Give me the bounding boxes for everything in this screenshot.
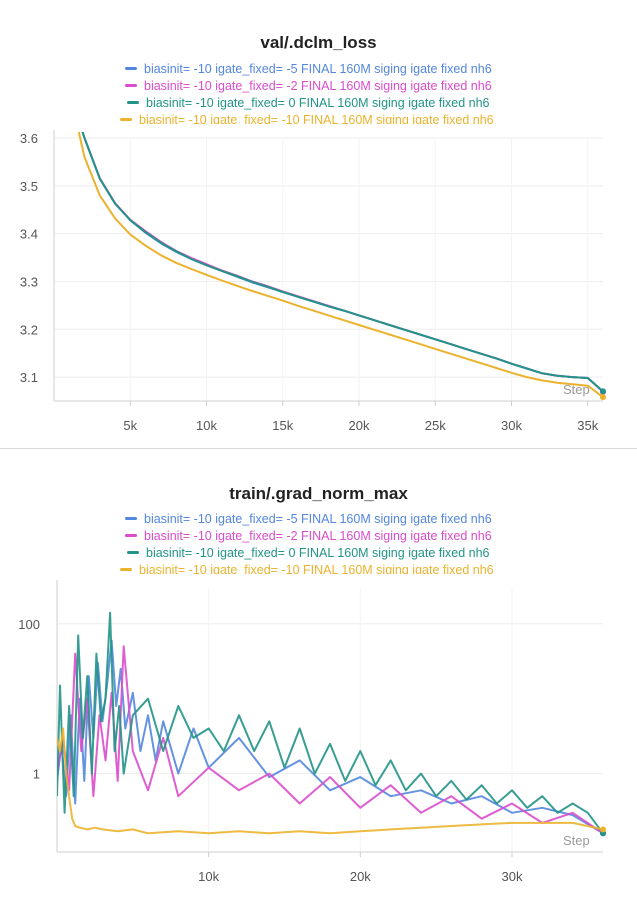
legend-entry[interactable]: biasinit= -10 igate_fixed= -2 FINAL 160M… bbox=[125, 529, 492, 545]
y-tick-label: 3.2 bbox=[20, 322, 38, 337]
x-tick-label: 10k bbox=[198, 869, 219, 884]
series-end-point bbox=[600, 826, 606, 833]
y-tick-label: 100 bbox=[18, 617, 40, 632]
legend-swatch bbox=[120, 568, 132, 572]
series-line bbox=[57, 639, 604, 835]
legend-swatch bbox=[127, 101, 139, 105]
chart-panel-val-loss: val/.dclm_loss biasinit= -10 igate_fixed… bbox=[0, 0, 637, 448]
y-tick-label: 3.1 bbox=[20, 370, 38, 385]
x-tick-label: 5k bbox=[123, 418, 137, 433]
legend-label: biasinit= -10 igate_fixed= -5 FINAL 160M… bbox=[144, 62, 492, 76]
legend-entry[interactable]: biasinit= -10 igate_fixed= -5 FINAL 160M… bbox=[125, 62, 492, 78]
legend-swatch bbox=[127, 551, 139, 555]
series-line bbox=[77, 132, 604, 398]
x-tick-label: 30k bbox=[501, 418, 522, 433]
x-tick-label: 30k bbox=[502, 869, 523, 884]
legend-entry[interactable]: biasinit= -10 igate_fixed= -10 FINAL 160… bbox=[120, 563, 494, 574]
y-tick-label: 3.3 bbox=[20, 274, 38, 289]
series-group bbox=[77, 132, 604, 398]
legend-swatch bbox=[120, 118, 132, 122]
line-plot-val-loss[interactable]: 3.1 3.2 3.3 3.4 3.5 3.6 5k 10k 15k 20k 25k 30k 35k St… bbox=[0, 0, 637, 448]
series-line bbox=[57, 727, 604, 835]
legend-label: biasinit= -10 igate_fixed= 0 FINAL 160M … bbox=[146, 546, 490, 560]
line-plot-grad-norm[interactable]: 1 100 10k 20k 30k Step bbox=[0, 449, 637, 899]
legend-entry[interactable]: biasinit= -10 igate_fixed= -5 FINAL 160M… bbox=[125, 512, 492, 528]
chart-title: train/.grad_norm_max bbox=[229, 484, 408, 503]
legend-label: biasinit= -10 igate_fixed= -2 FINAL 160M… bbox=[144, 529, 492, 543]
series-line bbox=[81, 132, 604, 393]
series-end-point bbox=[600, 388, 606, 395]
chart-title: val/.dclm_loss bbox=[260, 33, 377, 52]
y-tick-label: 1 bbox=[33, 767, 40, 782]
legend-swatch bbox=[125, 84, 137, 88]
x-tick-label: 20k bbox=[349, 418, 370, 433]
x-tick-label: 25k bbox=[425, 418, 446, 433]
x-tick-label: 15k bbox=[272, 418, 293, 433]
chart-panel-grad-norm: train/.grad_norm_max biasinit= -10 igate… bbox=[0, 449, 637, 899]
legend-label: biasinit= -10 igate_fixed= 0 FINAL 160M … bbox=[146, 96, 490, 110]
legend-label: biasinit= -10 igate_fixed= -5 FINAL 160M… bbox=[144, 512, 492, 526]
series-line bbox=[81, 132, 604, 393]
legend-swatch bbox=[125, 67, 137, 71]
legend-swatch bbox=[125, 534, 137, 538]
series-end-point bbox=[600, 394, 606, 401]
series-group bbox=[57, 611, 604, 835]
legend-entry[interactable]: biasinit= -10 igate_fixed= -2 FINAL 160M… bbox=[125, 79, 492, 95]
legend-entry[interactable]: biasinit= -10 igate_fixed= 0 FINAL 160M … bbox=[127, 96, 490, 112]
legend-entry[interactable]: biasinit= -10 igate_fixed= -10 FINAL 160… bbox=[120, 113, 494, 124]
y-tick-label: 3.4 bbox=[20, 227, 38, 242]
x-axis-label: Step bbox=[563, 382, 590, 397]
series-line bbox=[57, 611, 604, 834]
legend-swatch bbox=[125, 517, 137, 521]
legend-label: biasinit= -10 igate_fixed= -10 FINAL 160… bbox=[139, 113, 494, 124]
y-tick-label: 3.5 bbox=[20, 179, 38, 194]
y-tick-label: 3.6 bbox=[20, 131, 38, 146]
x-tick-label: 35k bbox=[577, 418, 598, 433]
legend-label: biasinit= -10 igate_fixed= -2 FINAL 160M… bbox=[144, 79, 492, 93]
legend-label: biasinit= -10 igate_fixed= -10 FINAL 160… bbox=[139, 563, 494, 574]
series-line bbox=[81, 132, 604, 393]
x-tick-label: 10k bbox=[196, 418, 217, 433]
x-tick-label: 20k bbox=[350, 869, 371, 884]
legend-entry[interactable]: biasinit= -10 igate_fixed= 0 FINAL 160M … bbox=[127, 546, 490, 562]
series-line bbox=[57, 645, 604, 835]
panel-divider bbox=[0, 448, 637, 449]
x-axis-label: Step bbox=[563, 833, 590, 848]
